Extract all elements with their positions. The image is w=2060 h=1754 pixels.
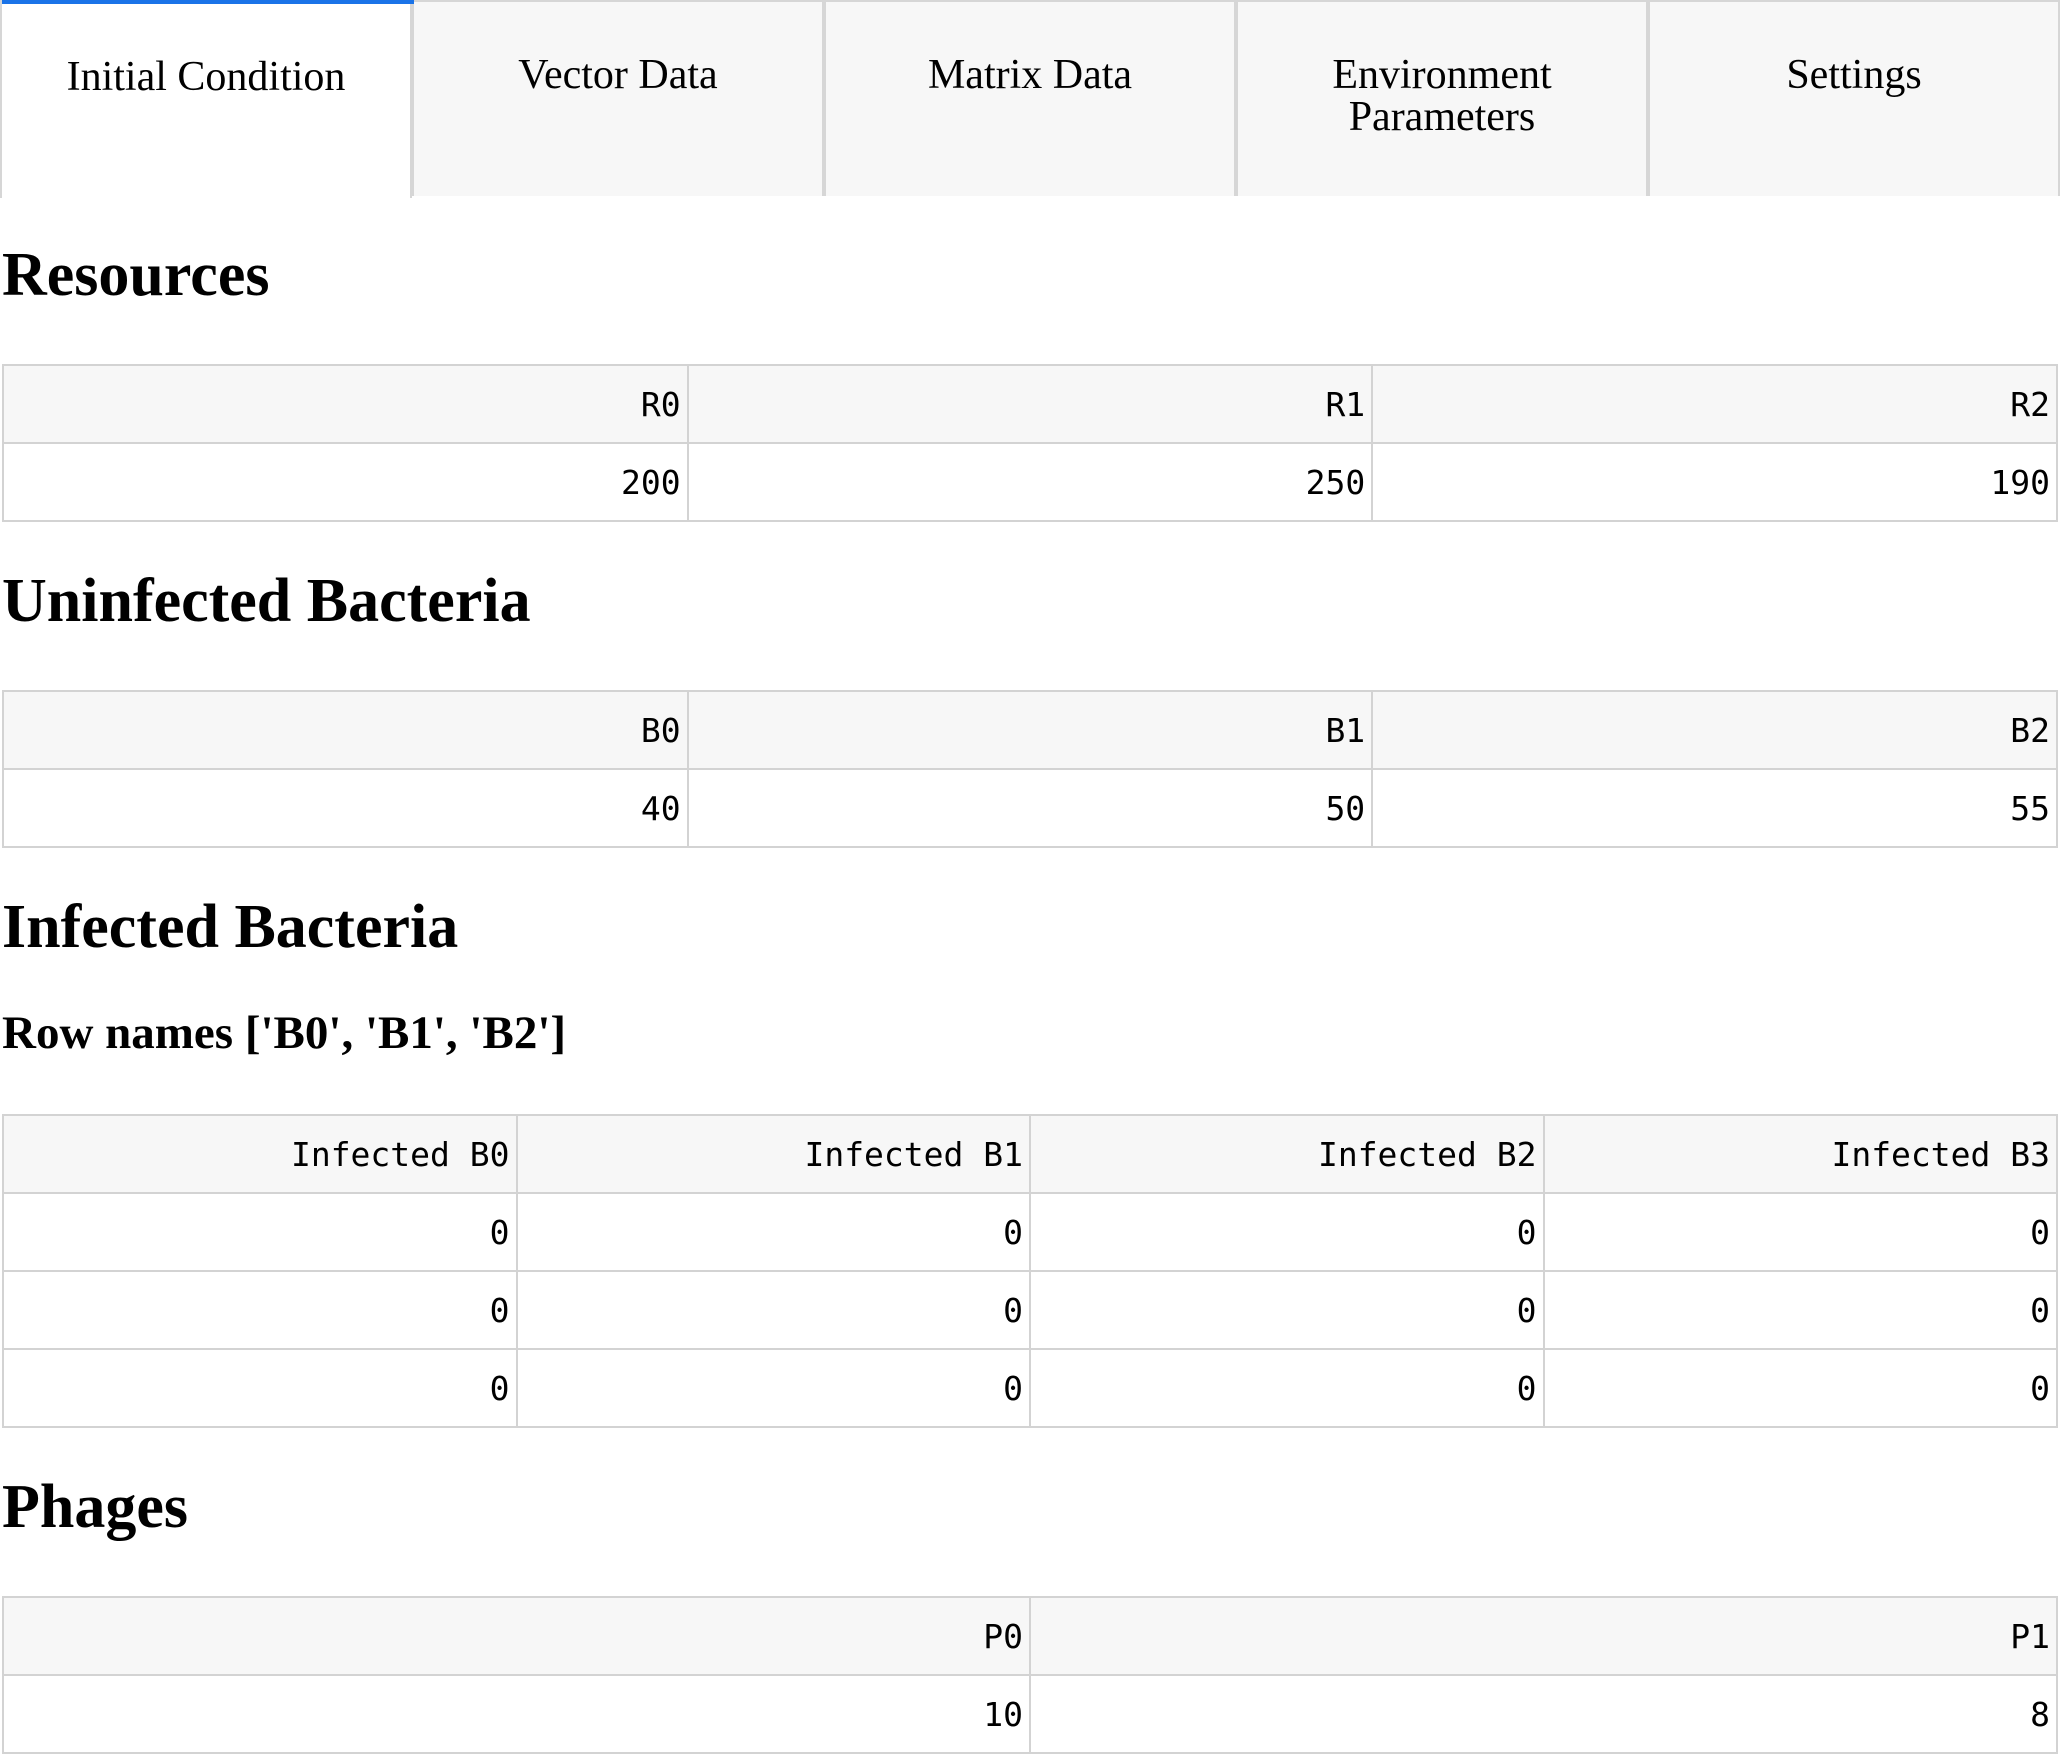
column-header: B1 [686, 690, 1374, 770]
phages-table: P0 P1 10 8 [2, 1596, 2058, 1754]
table-header-row: R0 R1 R2 [2, 364, 2058, 444]
uninfected-bacteria-table: B0 B1 B2 40 50 55 [2, 690, 2058, 848]
column-header: R2 [1371, 364, 2058, 444]
table-cell[interactable]: 0 [1542, 1270, 2058, 1350]
column-header: P0 [2, 1596, 1031, 1676]
active-tab-indicator [2, 0, 414, 4]
tab-label: Vector Data [518, 52, 718, 98]
tab-label: Initial Condition [66, 54, 346, 100]
table-cell[interactable]: 8 [1029, 1674, 2058, 1754]
infected-bacteria-table: Infected B0 Infected B1 Infected B2 Infe… [2, 1114, 2058, 1428]
table-cell[interactable]: 0 [515, 1270, 1031, 1350]
uninfected-bacteria-heading: Uninfected Bacteria [2, 567, 531, 635]
table-row: 10 8 [2, 1674, 2058, 1754]
column-header: Infected B3 [1542, 1114, 2058, 1194]
table-row: 0 0 0 0 [2, 1348, 2058, 1428]
column-header: Infected B2 [1029, 1114, 1545, 1194]
table-cell[interactable]: 55 [1371, 768, 2058, 848]
table-cell[interactable]: 0 [515, 1192, 1031, 1272]
infected-bacteria-heading: Infected Bacteria [2, 893, 459, 961]
tab-label: Settings [1786, 52, 1922, 98]
resources-heading: Resources [2, 241, 270, 309]
table-header-row: Infected B0 Infected B1 Infected B2 Infe… [2, 1114, 2058, 1194]
tab-matrix-data[interactable]: Matrix Data [824, 0, 1236, 196]
column-header: Infected B0 [2, 1114, 518, 1194]
phages-heading: Phages [2, 1473, 188, 1541]
tab-environment-parameters[interactable]: Environment Parameters [1236, 0, 1648, 196]
table-cell[interactable]: 0 [1029, 1348, 1545, 1428]
table-cell[interactable]: 50 [686, 768, 1374, 848]
table-cell[interactable]: 10 [2, 1674, 1031, 1754]
table-header-row: P0 P1 [2, 1596, 2058, 1676]
table-cell[interactable]: 0 [2, 1348, 518, 1428]
table-row: 0 0 0 0 [2, 1270, 2058, 1350]
tab-label: Matrix Data [927, 52, 1133, 98]
column-header: B2 [1371, 690, 2058, 770]
tab-label: Environment Parameters [1332, 52, 1552, 140]
table-cell[interactable]: 40 [2, 768, 689, 848]
tab-vector-data[interactable]: Vector Data [412, 0, 824, 196]
tab-initial-condition[interactable]: Initial Condition [0, 0, 414, 198]
row-names-subheading: Row names ['B0', 'B1', 'B2'] [2, 1007, 567, 1059]
table-cell[interactable]: 0 [1542, 1348, 2058, 1428]
table-cell[interactable]: 250 [686, 442, 1374, 522]
column-header: B0 [2, 690, 689, 770]
table-cell[interactable]: 200 [2, 442, 689, 522]
table-cell[interactable]: 0 [1029, 1192, 1545, 1272]
tab-settings[interactable]: Settings [1648, 0, 2060, 196]
column-header: R0 [2, 364, 689, 444]
table-cell[interactable]: 0 [1542, 1192, 2058, 1272]
table-header-row: B0 B1 B2 [2, 690, 2058, 770]
table-cell[interactable]: 190 [1371, 442, 2058, 522]
resources-table: R0 R1 R2 200 250 190 [2, 364, 2058, 522]
tab-bar: Initial Condition Vector Data Matrix Dat… [0, 0, 2060, 198]
table-cell[interactable]: 0 [2, 1192, 518, 1272]
table-cell[interactable]: 0 [1029, 1270, 1545, 1350]
column-header: P1 [1029, 1596, 2058, 1676]
table-row: 0 0 0 0 [2, 1192, 2058, 1272]
column-header: R1 [686, 364, 1374, 444]
table-cell[interactable]: 0 [2, 1270, 518, 1350]
column-header: Infected B1 [515, 1114, 1031, 1194]
table-row: 200 250 190 [2, 442, 2058, 522]
table-cell[interactable]: 0 [515, 1348, 1031, 1428]
table-row: 40 50 55 [2, 768, 2058, 848]
